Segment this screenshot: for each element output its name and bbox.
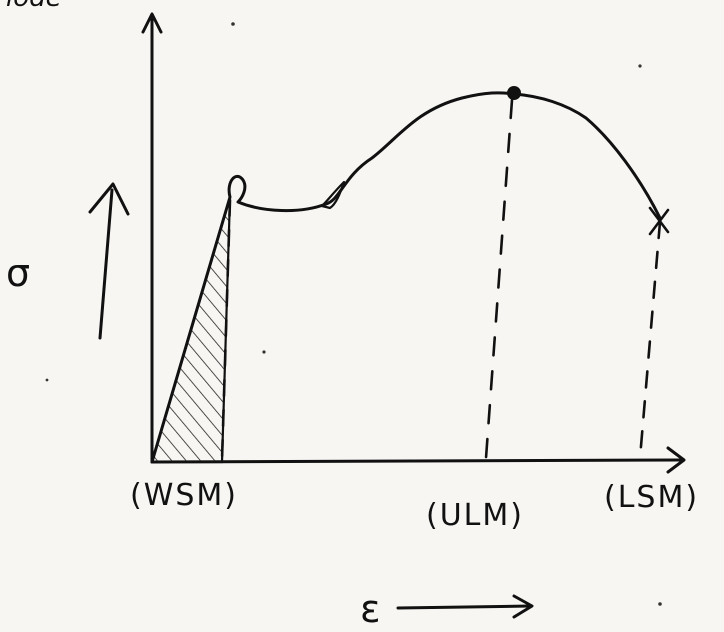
ink-speck [638, 64, 642, 68]
wsm-dashed-line [220, 198, 232, 462]
lsm-label: (LSM) [604, 480, 699, 515]
ink-speck [231, 22, 235, 26]
wsm-label: (WSM) [130, 478, 238, 513]
ink-speck [658, 602, 662, 606]
stress-strain-curve [150, 91, 662, 464]
ultimate-point-dot [507, 86, 521, 100]
yield-plateau-kink [320, 180, 346, 210]
ulm-label: (ULM) [426, 498, 524, 533]
ulm-dashed-line [484, 98, 514, 460]
lsm-dashed-line [638, 220, 662, 460]
ink-speck [45, 378, 49, 382]
x-axis [150, 446, 686, 474]
stress-symbol: σ [6, 251, 30, 295]
strain-symbol: ε [360, 587, 381, 631]
y-axis [141, 12, 163, 464]
ink-speck [262, 350, 266, 354]
top-cutoff-text: lode [6, 0, 62, 13]
strain-right-arrow [396, 594, 534, 619]
stress-up-arrow [88, 182, 130, 340]
